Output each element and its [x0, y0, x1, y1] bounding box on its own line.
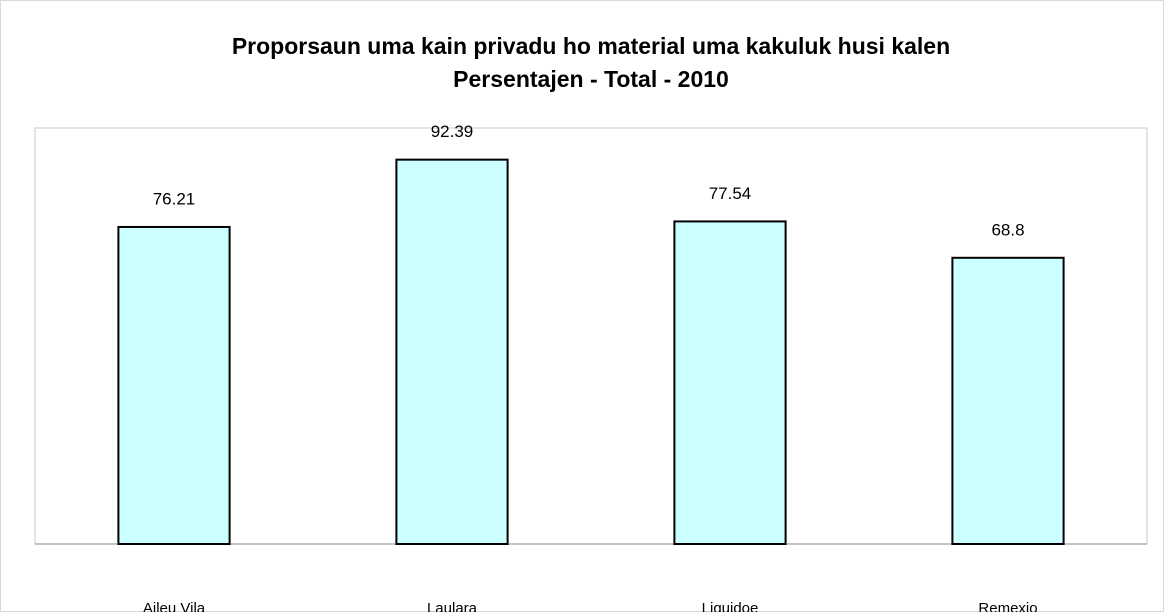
x-tick-label: Laulara: [427, 600, 478, 612]
x-tick-label: Aileu Vila: [143, 600, 206, 612]
x-tick-label: Liquidoe: [702, 600, 759, 612]
bar: [951, 256, 1065, 545]
data-label: 76.21: [153, 189, 196, 208]
bar: [117, 225, 231, 545]
chart-subtitle: Persentajen - Total - 2010: [453, 66, 729, 92]
data-label: 92.39: [431, 122, 474, 141]
x-tick-label: Remexio: [978, 600, 1037, 612]
chart-title: Proporsaun uma kain privadu ho material …: [232, 33, 950, 59]
data-label: 68.8: [991, 220, 1024, 239]
bar: [395, 158, 509, 545]
bar: [673, 220, 787, 545]
data-label: 77.54: [709, 184, 752, 203]
